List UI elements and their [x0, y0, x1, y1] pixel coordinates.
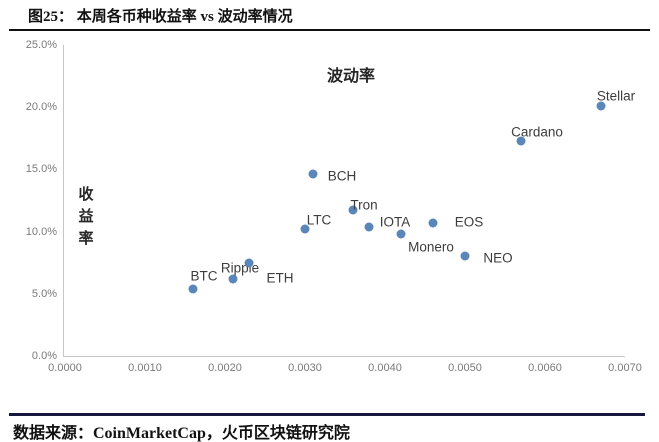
- x-tick-label: 0.0000: [48, 362, 82, 374]
- data-point-neo: [460, 251, 470, 261]
- figure-caption: 图25： 本周各币种收益率 vs 波动率情况: [28, 9, 293, 25]
- data-point-bch: [308, 169, 318, 179]
- data-point-monero: [396, 229, 406, 239]
- x-tick-label: 0.0050: [448, 362, 482, 374]
- chart-title: 波动率: [326, 68, 376, 85]
- data-point-cardano: [516, 136, 526, 146]
- data-point-label-eth: ETH: [266, 270, 294, 286]
- x-tick-label: 0.0010: [128, 362, 162, 374]
- data-point-label-eos: EOS: [454, 214, 484, 230]
- data-point-label-cardano: Cardano: [511, 124, 563, 140]
- title-divider: [9, 29, 650, 31]
- x-tick-label: 0.0030: [288, 362, 322, 374]
- y-axis-line: [63, 45, 64, 356]
- data-point-stellar: [596, 101, 606, 111]
- data-point-label-ltc: LTC: [306, 212, 332, 228]
- data-point-tron: [348, 205, 358, 215]
- x-axis-line: [63, 356, 625, 357]
- data-point-ltc: [300, 224, 310, 234]
- y-tick-label: 0.0%: [31, 350, 57, 362]
- data-point-label-monero: Monero: [408, 239, 454, 255]
- y-tick-label: 15.0%: [25, 163, 57, 176]
- data-point-label-neo: NEO: [483, 250, 513, 266]
- y-tick-label: 5.0%: [31, 287, 57, 300]
- data-point-ripple: [228, 274, 238, 284]
- data-point-btc: [188, 284, 198, 294]
- x-tick-label: 0.0070: [608, 362, 642, 374]
- data-point-label-tron: Tron: [350, 197, 378, 213]
- scatter-chart: 波动率 收益率 0.0000 0.0010 0.0020 0.0030 0.0040 0.…: [0, 30, 659, 412]
- data-point-iota: [364, 222, 374, 232]
- y-tick-label: 25.0%: [25, 39, 57, 51]
- data-source: 数据来源：CoinMarketCap，火币区块链研究院: [13, 425, 350, 442]
- y-axis-title: 收益率: [76, 186, 94, 252]
- data-point-eos: [428, 218, 438, 228]
- data-point-label-stellar: Stellar: [596, 88, 636, 104]
- data-point-eth: [244, 258, 254, 268]
- x-tick-label: 0.0020: [208, 362, 242, 374]
- x-tick-label: 0.0040: [368, 362, 402, 374]
- footer-divider: [9, 413, 645, 416]
- x-tick-label: 0.0060: [528, 362, 562, 374]
- data-point-label-iota: IOTA: [379, 214, 411, 230]
- y-tick-label: 10.0%: [25, 225, 57, 238]
- data-point-label-btc: BTC: [190, 268, 218, 284]
- y-tick-label: 20.0%: [25, 101, 57, 114]
- data-point-label-bch: BCH: [327, 168, 357, 184]
